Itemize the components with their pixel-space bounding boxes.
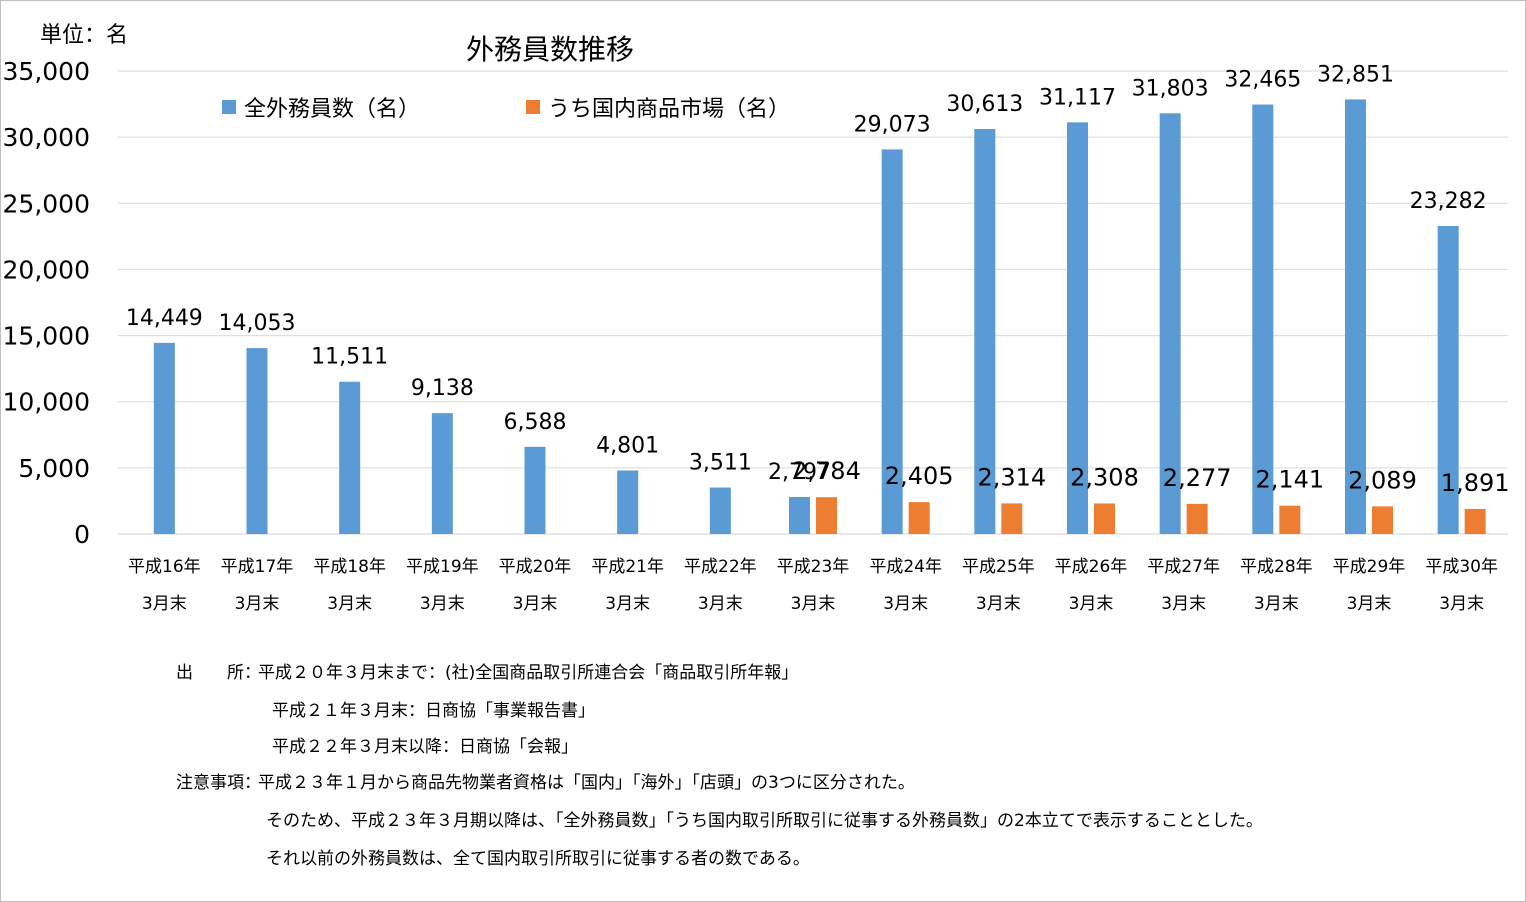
x-tick-label: 平成17年 <box>221 557 294 577</box>
y-tick-label: 5,000 <box>18 454 90 483</box>
x-tick-label: 平成24年 <box>869 557 942 577</box>
bar-total-7 <box>789 496 810 534</box>
y-tick-label: 35,000 <box>3 57 90 86</box>
data-label-total: 30,613 <box>946 92 1023 117</box>
bar-domestic-7 <box>816 497 837 534</box>
legend-label-0: 全外務員数（名） <box>244 97 420 122</box>
x-tick-label-sub: 3月末 <box>235 594 280 614</box>
bar-total-13 <box>1345 99 1366 535</box>
data-label-total: 14,449 <box>126 306 203 331</box>
x-tick-label-sub: 3月末 <box>605 594 650 614</box>
bar-total-3 <box>431 413 453 534</box>
data-label-total: 31,803 <box>1132 76 1209 101</box>
x-tick-label: 平成19年 <box>406 557 479 577</box>
bar-total-12 <box>1252 104 1274 535</box>
x-tick-label-sub: 3月末 <box>1347 594 1392 614</box>
y-tick-label: 10,000 <box>3 388 90 417</box>
x-tick-label: 平成29年 <box>1333 557 1406 577</box>
x-tick-label-sub: 3月末 <box>142 594 187 614</box>
data-label-domestic: 2,277 <box>1163 464 1232 492</box>
bar-domestic-9 <box>1001 503 1023 534</box>
x-tick-label-sub: 3月末 <box>976 594 1021 614</box>
x-tick-label: 平成22年 <box>684 557 757 577</box>
bar-total-6 <box>709 487 731 534</box>
bar-total-9 <box>974 129 996 534</box>
data-label-total: 6,588 <box>504 410 567 435</box>
data-label-total: 4,801 <box>596 433 659 458</box>
data-label-total: 14,053 <box>219 311 296 336</box>
x-tick-label-sub: 3月末 <box>1439 594 1484 614</box>
bar-total-14 <box>1437 226 1459 535</box>
y-tick-label: 20,000 <box>3 255 90 284</box>
bar-domestic-13 <box>1372 506 1393 534</box>
data-label-domestic: 2,784 <box>792 457 861 485</box>
y-tick-label: 30,000 <box>3 123 90 152</box>
x-tick-label: 平成27年 <box>1147 557 1220 577</box>
y-tick-label: 15,000 <box>3 322 90 351</box>
bar-domestic-12 <box>1279 505 1301 534</box>
data-label-total: 29,073 <box>854 112 931 137</box>
bar-total-5 <box>617 470 639 534</box>
data-label-total: 32,851 <box>1317 62 1394 87</box>
bar-total-4 <box>524 446 546 534</box>
data-label-total: 32,465 <box>1224 68 1301 93</box>
x-tick-label: 平成25年 <box>962 557 1035 577</box>
legend-label-1: うち国内商品市場（名） <box>548 97 790 122</box>
x-tick-label-sub: 3月末 <box>513 594 558 614</box>
data-label-domestic: 2,405 <box>885 462 954 490</box>
data-label-total: 9,138 <box>411 376 474 401</box>
data-label-total: 31,117 <box>1039 85 1116 110</box>
bar-total-10 <box>1067 122 1088 534</box>
bar-domestic-11 <box>1186 503 1208 534</box>
x-tick-label: 平成26年 <box>1055 557 1128 577</box>
x-tick-label: 平成30年 <box>1425 557 1498 577</box>
x-tick-label-sub: 3月末 <box>327 594 372 614</box>
legend-swatch-0 <box>222 100 236 114</box>
x-tick-label-sub: 3月末 <box>698 594 743 614</box>
x-tick-label: 平成23年 <box>777 557 850 577</box>
x-tick-label: 平成20年 <box>499 557 572 577</box>
bar-total-8 <box>881 149 903 534</box>
x-tick-label-sub: 3月末 <box>883 594 928 614</box>
chart-title: 外務員数推移 <box>466 33 635 66</box>
x-tick-label-sub: 3月末 <box>1161 594 1206 614</box>
data-label-domestic: 2,308 <box>1070 463 1139 491</box>
bar-total-2 <box>339 381 361 534</box>
bar-total-0 <box>153 342 175 534</box>
x-tick-label: 平成28年 <box>1240 557 1313 577</box>
y-tick-label: 25,000 <box>3 189 90 218</box>
x-tick-label-sub: 3月末 <box>1069 594 1114 614</box>
data-label-domestic: 2,089 <box>1348 466 1417 494</box>
legend-swatch-1 <box>526 100 540 114</box>
x-tick-label-sub: 3月末 <box>1254 594 1299 614</box>
bar-domestic-10 <box>1094 503 1115 534</box>
unit-label: 単位：名 <box>40 23 129 48</box>
x-tick-label-sub: 3月末 <box>420 594 465 614</box>
data-label-domestic: 2,314 <box>977 463 1046 491</box>
bar-total-11 <box>1159 113 1181 534</box>
bar-domestic-8 <box>908 502 930 534</box>
data-label-total: 23,282 <box>1410 189 1487 214</box>
data-label-domestic: 2,141 <box>1255 466 1324 494</box>
y-tick-label: 0 <box>74 520 90 549</box>
x-tick-label-sub: 3月末 <box>791 594 836 614</box>
bar-total-1 <box>246 348 268 534</box>
data-label-total: 2,797 <box>768 460 831 485</box>
x-tick-label: 平成18年 <box>313 557 386 577</box>
bar-domestic-14 <box>1464 508 1486 534</box>
data-label-total: 11,511 <box>311 345 388 370</box>
x-tick-label: 平成21年 <box>591 557 664 577</box>
data-label-total: 3,511 <box>689 451 752 476</box>
x-tick-label: 平成16年 <box>128 557 201 577</box>
data-label-domestic: 1,891 <box>1441 469 1510 497</box>
